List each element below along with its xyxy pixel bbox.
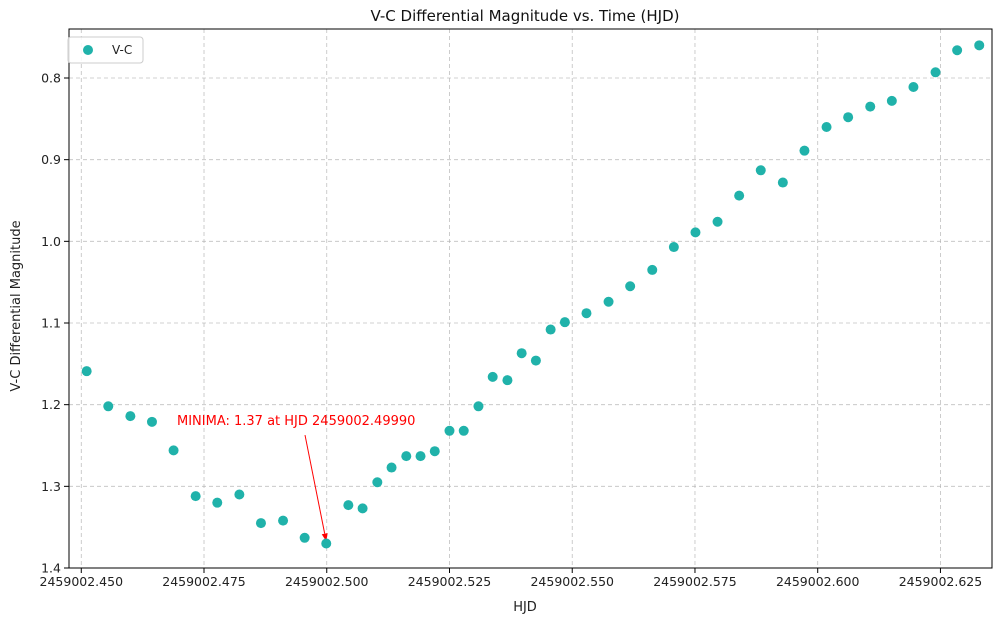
annotation-arrow-line: [304, 434, 326, 534]
data-point: [278, 515, 289, 526]
legend: V-C: [67, 36, 144, 64]
y-tick-label: 1.2: [41, 397, 61, 412]
data-point: [545, 324, 556, 335]
data-point: [974, 40, 985, 51]
data-point: [799, 145, 810, 156]
data-point: [777, 177, 788, 188]
legend-box: [67, 36, 144, 64]
data-point: [821, 122, 832, 132]
plot-area-frame: [68, 28, 993, 569]
y-tick-label: 1.4: [41, 561, 61, 576]
annotation-label: MINIMA: 1.37 at HJD 2459002.49990: [177, 414, 415, 429]
data-point: [234, 489, 245, 500]
y-axis-label: V-C Differential Magnitude: [9, 220, 24, 391]
data-point: [502, 375, 513, 386]
y-tick-label: 0.8: [41, 71, 61, 86]
x-axis-ticks: 2459002.450 2459002.475 2459002.500 2459002…: [40, 568, 983, 589]
y-tick-label: 1.1: [41, 316, 61, 331]
annotation-group: MINIMA: 1.37 at HJD 2459002.49990: [177, 414, 415, 542]
data-point: [212, 497, 223, 508]
data-point: [952, 45, 963, 56]
data-point: [930, 67, 941, 78]
data-point: [190, 491, 201, 502]
data-point: [103, 401, 114, 412]
data-point: [843, 112, 854, 123]
grid-lines: [69, 29, 992, 569]
data-point: [581, 308, 592, 319]
data-point: [559, 317, 570, 328]
data-point: [357, 503, 368, 514]
x-tick-label: 2459002.450: [40, 574, 124, 589]
data-point: [712, 216, 723, 227]
data-point: [429, 446, 440, 457]
data-point: [343, 500, 354, 511]
data-point: [415, 451, 426, 462]
legend-marker: [83, 45, 93, 55]
data-point: [647, 264, 658, 275]
data-point: [755, 165, 766, 176]
data-point: [603, 296, 614, 307]
x-tick-label: 2459002.500: [285, 574, 369, 589]
x-tick-label: 2459002.600: [776, 574, 860, 589]
data-point: [146, 416, 157, 427]
legend-label: V-C: [112, 43, 132, 57]
data-point: [168, 445, 179, 456]
scatter-points: [81, 40, 985, 549]
data-point: [530, 355, 541, 366]
data-point: [625, 281, 636, 292]
data-point: [487, 371, 498, 382]
x-tick-label: 2459002.625: [899, 574, 983, 589]
data-point: [125, 411, 136, 422]
data-point: [690, 227, 701, 238]
x-tick-label: 2459002.525: [408, 574, 492, 589]
data-point: [516, 348, 527, 359]
y-tick-label: 0.9: [41, 152, 61, 167]
data-point: [886, 95, 897, 106]
data-point: [81, 366, 92, 377]
y-tick-label: 1.3: [41, 479, 61, 494]
data-point: [458, 425, 469, 436]
chart-title: V-C Differential Magnitude vs. Time (HJD…: [371, 7, 680, 25]
x-tick-label: 2459002.550: [530, 574, 614, 589]
data-point: [908, 81, 919, 92]
data-point: [401, 451, 412, 462]
data-point: [865, 101, 876, 112]
x-tick-label: 2459002.575: [653, 574, 737, 589]
data-point: [473, 401, 484, 412]
data-point: [255, 518, 266, 529]
y-tick-label: 1.0: [41, 234, 61, 249]
x-tick-label: 2459002.475: [162, 574, 246, 589]
data-point: [321, 538, 332, 549]
data-point: [444, 425, 455, 436]
data-point: [734, 190, 745, 201]
data-point: [299, 532, 310, 543]
data-point: [372, 477, 383, 488]
y-axis-ticks: 0.8 0.9 1.0 1.1 1.2 1.3 1.4: [41, 71, 69, 576]
x-axis-label: HJD: [513, 600, 537, 615]
data-point: [668, 242, 679, 253]
data-point: [386, 462, 397, 473]
